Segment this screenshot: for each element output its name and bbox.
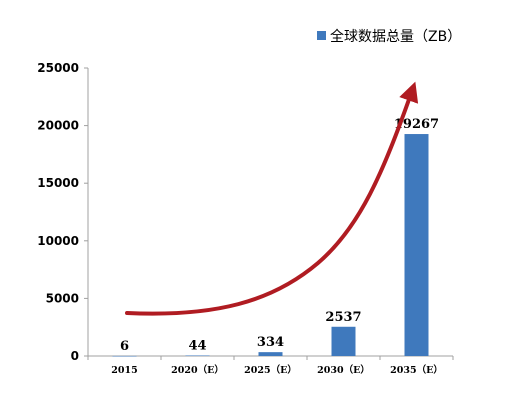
data-label-3: 2537 — [325, 310, 361, 325]
bars — [112, 134, 429, 357]
bar-4 — [404, 134, 429, 356]
bar-2 — [258, 352, 283, 356]
data-label-2: 334 — [257, 335, 284, 350]
bar-0 — [112, 355, 137, 357]
x-tick-label: 2015 — [111, 365, 137, 376]
growth-arrow — [125, 81, 419, 316]
y-tick-label: 25000 — [37, 61, 79, 75]
data-label-4: 19267 — [394, 117, 439, 132]
x-tick-label: 2020（E） — [171, 364, 224, 376]
x-tick-label: 2035（E） — [390, 364, 443, 376]
legend-label: 全球数据总量（ZB） — [330, 28, 461, 45]
data-label-1: 44 — [188, 338, 206, 353]
data-labels: 6 44 334 2537 19267 — [120, 117, 439, 354]
y-ticks: 0 5000 10000 15000 20000 25000 — [37, 61, 88, 363]
y-tick-label: 0 — [71, 349, 79, 363]
bar-3 — [331, 326, 356, 356]
x-ticks: 2015 2020（E） 2025（E） 2030（E） 2035（E） — [87, 356, 454, 376]
x-tick-label: 2025（E） — [244, 364, 297, 376]
y-tick-label: 15000 — [37, 176, 79, 190]
legend: 全球数据总量（ZB） — [317, 28, 461, 45]
legend-swatch — [317, 31, 326, 40]
bar-1 — [185, 355, 210, 356]
y-tick-label: 10000 — [37, 234, 79, 248]
y-tick-label: 20000 — [37, 119, 79, 133]
data-label-0: 6 — [120, 339, 129, 354]
x-tick-label: 2030（E） — [317, 364, 370, 376]
y-tick-label: 5000 — [46, 291, 79, 305]
